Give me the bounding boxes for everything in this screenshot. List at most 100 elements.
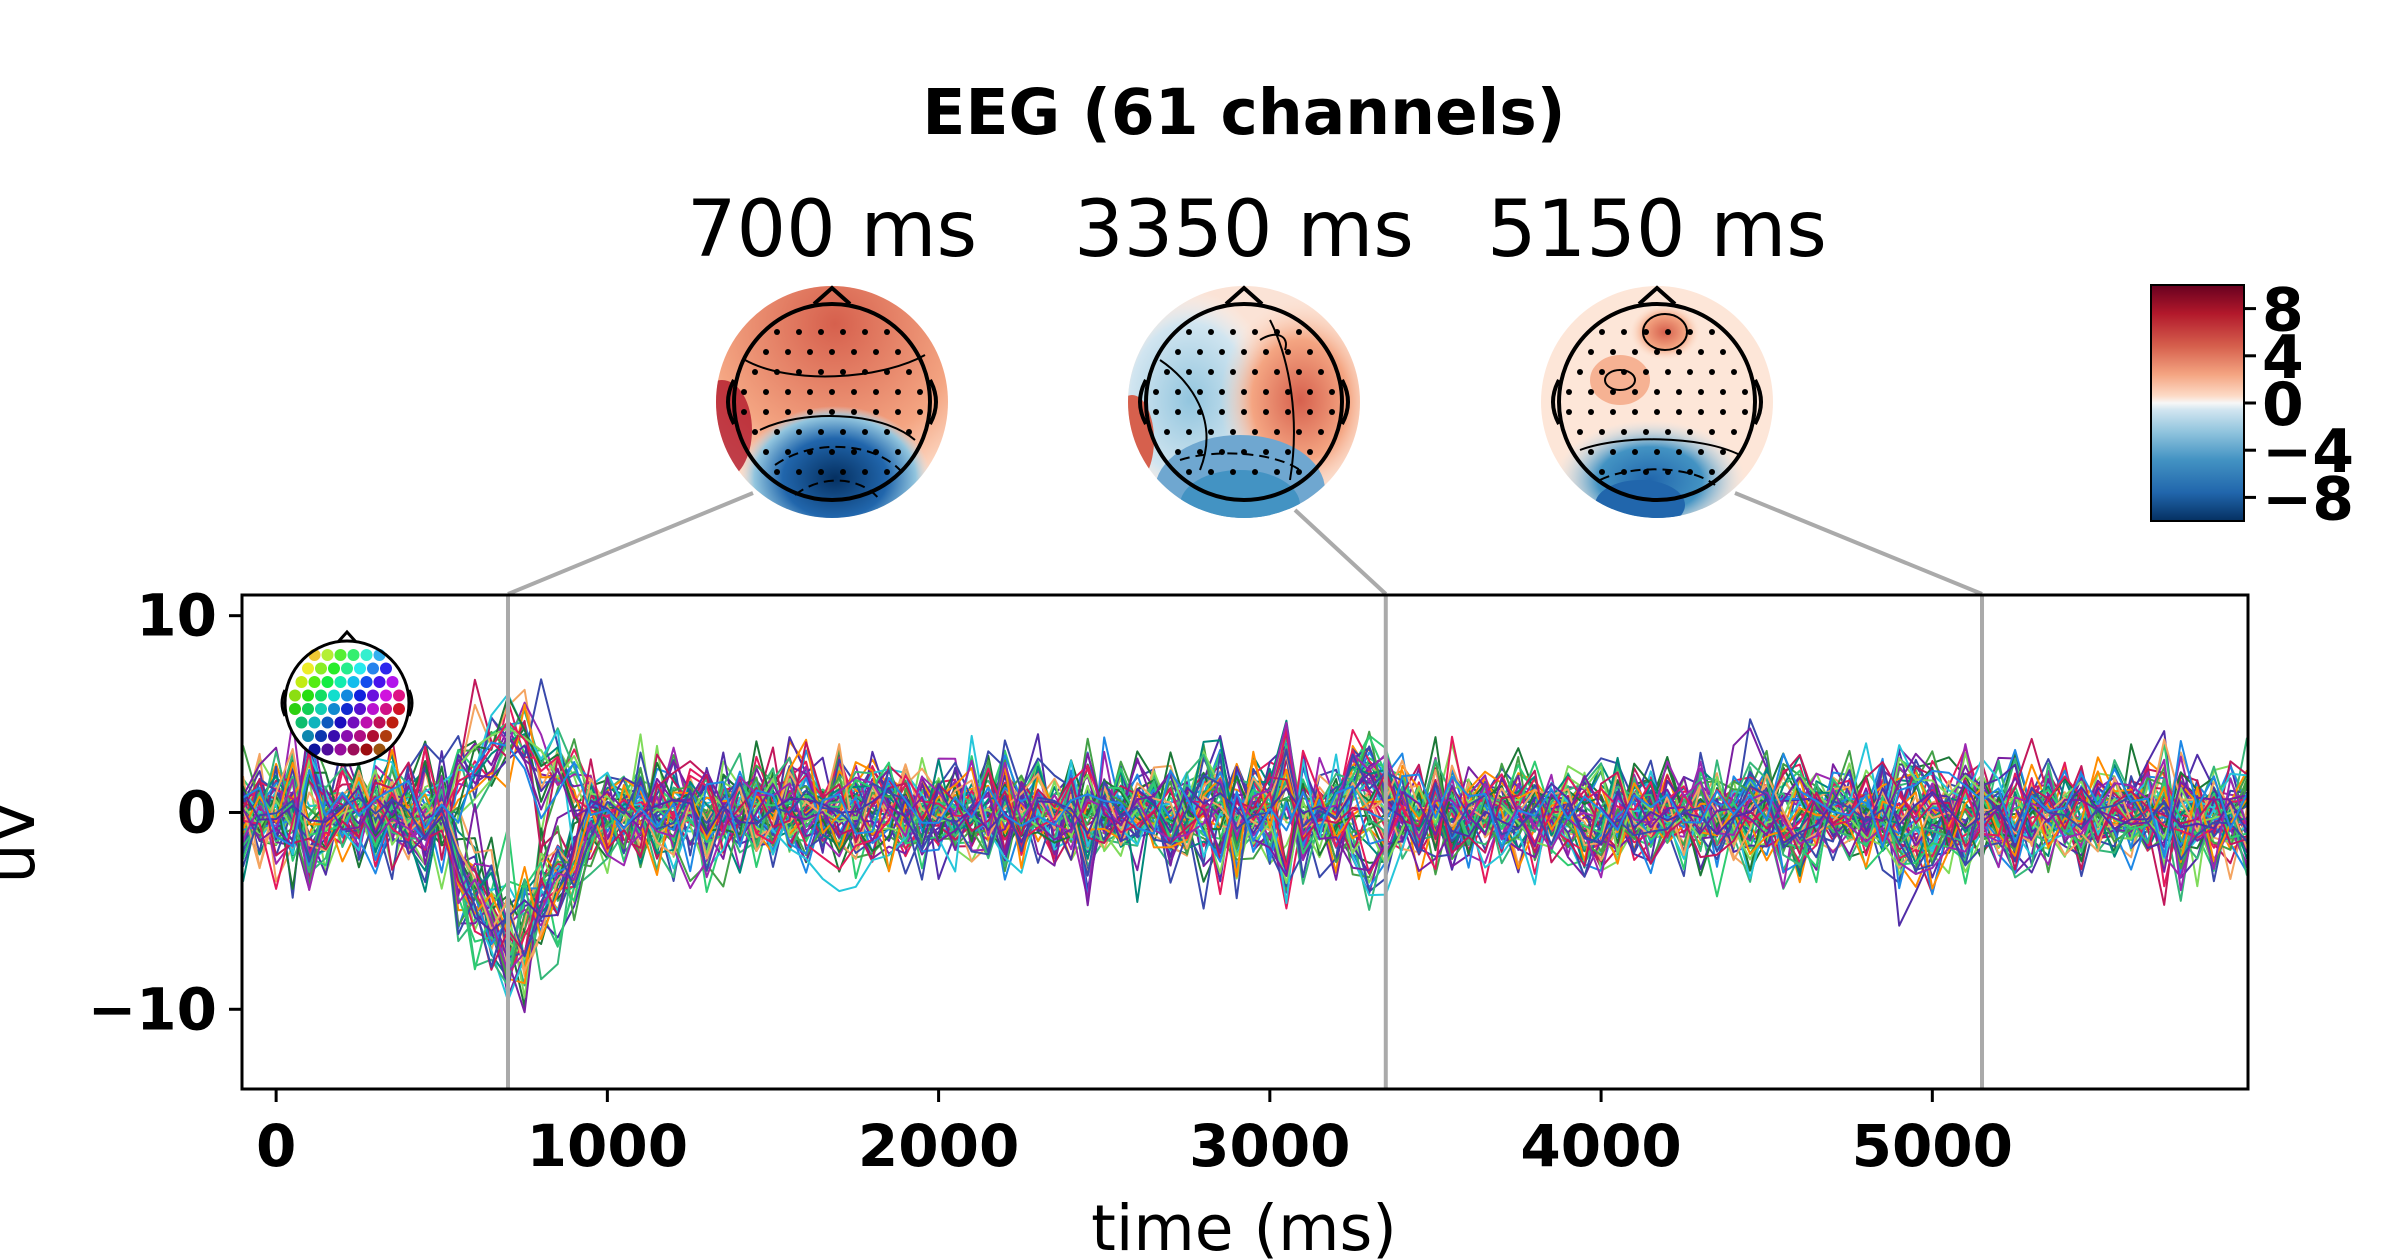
y-axis-label: uV — [0, 800, 49, 883]
sensor-dot — [1621, 469, 1627, 475]
topomap-2-sensors — [1153, 329, 1335, 475]
y-tick-label: −10 — [88, 975, 217, 1043]
sensor-dot — [752, 369, 758, 375]
sensor-dot — [906, 429, 912, 435]
sensor-dot — [1599, 369, 1605, 375]
inset-sensor-dot — [341, 689, 353, 702]
sensor-dot — [1709, 429, 1715, 435]
sensor-dot — [1632, 389, 1638, 395]
sensor-dot — [1720, 409, 1726, 415]
sensor-dot — [796, 469, 802, 475]
sensor-dot — [1296, 469, 1302, 475]
inset-sensor-dot — [380, 689, 392, 702]
inset-sensor-dot — [308, 676, 321, 688]
inset-sensor-dot — [328, 689, 340, 702]
sensor-dot — [774, 329, 780, 335]
sensor-dot — [840, 369, 846, 375]
sensor-dot — [1687, 329, 1693, 335]
inset-sensor-dot — [341, 703, 353, 715]
inset-sensor-dot — [289, 689, 301, 702]
sensor-dot — [1274, 329, 1280, 335]
sensor-dot — [1219, 449, 1225, 455]
sensor-dot — [774, 469, 780, 475]
inset-sensor-dot — [321, 649, 334, 661]
sensor-position-inset — [280, 629, 414, 767]
sensor-dot — [884, 369, 890, 375]
sensor-dot — [1709, 329, 1715, 335]
inset-sensor-dot — [308, 716, 321, 729]
sensor-dot — [807, 409, 813, 415]
topomap-connectors — [507, 491, 1983, 596]
x-tick-label: 0 — [256, 1112, 296, 1180]
sensor-dot — [1643, 329, 1649, 335]
inset-sensor-dot — [367, 730, 379, 742]
sensor-dot — [1698, 349, 1704, 355]
sensor-dot — [1186, 429, 1192, 435]
sensor-dot — [1632, 449, 1638, 455]
sensor-dot — [873, 449, 879, 455]
sensor-dot — [1632, 349, 1638, 355]
inset-sensor-dot — [289, 703, 301, 715]
inset-sensor-dot — [302, 703, 314, 715]
inset-sensor-dot — [302, 662, 314, 675]
sensor-dot — [1274, 369, 1280, 375]
colorbar-tick-label: −8 — [2262, 464, 2354, 534]
inset-sensor-dot — [315, 662, 327, 675]
sensor-dot — [1709, 369, 1715, 375]
sensor-dot — [1621, 329, 1627, 335]
sensor-dot — [1687, 429, 1693, 435]
sensor-dot — [1632, 409, 1638, 415]
sensor-dot — [1610, 409, 1616, 415]
topomap-3350ms — [1128, 285, 1360, 518]
sensor-dot — [1676, 349, 1682, 355]
sensor-dot — [807, 349, 813, 355]
inset-sensor-dot — [360, 676, 373, 688]
channel-trace — [243, 720, 2247, 896]
colorbar-tick-label: −4 — [2262, 417, 2354, 487]
sensor-dot — [1274, 469, 1280, 475]
sensor-dot — [1208, 469, 1214, 475]
topomap-700ms — [716, 285, 948, 518]
sensor-dot — [774, 429, 780, 435]
sensor-dot — [1263, 449, 1269, 455]
inset-sensor-dot — [360, 649, 373, 661]
sensor-dot — [1731, 369, 1737, 375]
sensor-dot — [1654, 389, 1660, 395]
inset-sensor-dot — [302, 730, 314, 742]
sensor-dot — [1731, 429, 1737, 435]
y-tick-label: 0 — [177, 778, 217, 846]
sensor-dot — [862, 469, 868, 475]
sensor-dot — [1241, 449, 1247, 455]
colorbar-tick-label: 4 — [2262, 323, 2304, 393]
inset-sensor-dot — [334, 676, 347, 688]
sensor-dot — [1263, 409, 1269, 415]
sensor-dot — [1208, 329, 1214, 335]
sensor-dot — [1296, 329, 1302, 335]
sensor-dot — [1588, 409, 1594, 415]
sensor-dot — [1599, 429, 1605, 435]
inset-sensor-dot — [354, 730, 366, 742]
sensor-dot — [1230, 429, 1236, 435]
sensor-dot — [1329, 389, 1335, 395]
sensor-dot — [1676, 449, 1682, 455]
sensor-dot — [1720, 449, 1726, 455]
inset-sensor-dot — [380, 662, 392, 675]
sensor-dot — [1676, 409, 1682, 415]
sensor-dot — [1643, 369, 1649, 375]
inset-sensor-dot — [347, 649, 360, 661]
sensor-dot — [1230, 369, 1236, 375]
topomap-connector — [1293, 508, 1388, 596]
inset-sensor-dot — [302, 689, 314, 702]
sensor-dot — [1296, 429, 1302, 435]
sensor-dot — [1643, 429, 1649, 435]
sensor-dot — [1219, 349, 1225, 355]
sensor-dot — [1208, 429, 1214, 435]
sensor-dot — [1252, 369, 1258, 375]
sensor-dot — [1307, 389, 1313, 395]
sensor-dot — [895, 409, 901, 415]
sensor-dot — [741, 389, 747, 395]
inset-sensor-dot — [328, 730, 340, 742]
sensor-dot — [1285, 389, 1291, 395]
inset-sensor-dot — [315, 730, 327, 742]
